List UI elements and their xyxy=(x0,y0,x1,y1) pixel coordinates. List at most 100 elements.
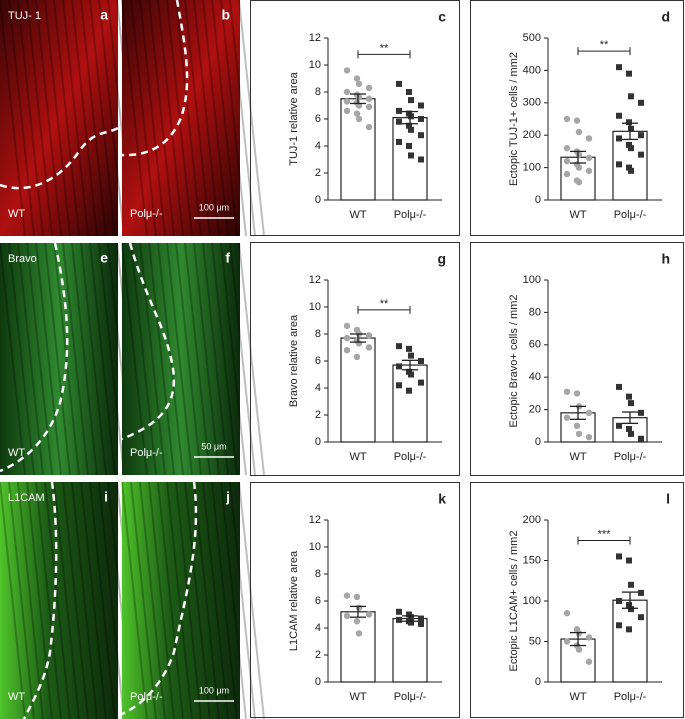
data-point xyxy=(396,616,402,623)
data-point xyxy=(365,611,373,618)
scale-bar-label: 50 μm xyxy=(201,441,226,451)
y-tick-label: 40 xyxy=(529,371,541,383)
data-point xyxy=(406,89,412,95)
micrograph xyxy=(0,243,118,475)
y-tick-label: 6 xyxy=(315,355,321,367)
texture xyxy=(35,242,62,476)
image-panel: b Polμ-/- 100 μm xyxy=(121,0,265,237)
y-axis-label: Ectopic Bravo+ cells / mm2 xyxy=(508,295,520,428)
y-axis-label: L1CAM relative area xyxy=(288,550,300,651)
panel-letter: f xyxy=(225,250,230,266)
texture xyxy=(44,0,71,237)
y-tick-label: 6 xyxy=(315,113,321,125)
texture xyxy=(193,242,220,476)
texture xyxy=(26,0,53,237)
texture xyxy=(220,242,247,476)
panel-letter: d xyxy=(661,9,670,25)
texture xyxy=(53,0,80,237)
texture xyxy=(121,0,148,237)
data-point xyxy=(418,358,424,364)
texture xyxy=(8,0,35,237)
data-point xyxy=(408,113,414,120)
significance-label: ** xyxy=(600,39,609,51)
x-tick-label: Polμ-/- xyxy=(614,451,647,463)
texture xyxy=(17,481,44,719)
texture xyxy=(184,0,211,237)
data-point xyxy=(355,115,363,123)
data-point xyxy=(628,145,634,152)
texture xyxy=(175,481,202,719)
texture xyxy=(80,481,107,719)
data-point xyxy=(638,409,644,416)
data-point xyxy=(418,615,424,622)
y-tick-label: 100 xyxy=(523,274,541,286)
data-point xyxy=(396,118,402,125)
data-point xyxy=(628,167,634,174)
data-point xyxy=(575,430,583,438)
texture xyxy=(53,242,80,476)
data-point xyxy=(365,123,373,131)
texture xyxy=(17,242,44,476)
data-point xyxy=(353,353,361,361)
data-point xyxy=(628,125,634,132)
data-point xyxy=(365,84,373,92)
x-tick-label: Polμ-/- xyxy=(394,451,427,463)
texture xyxy=(130,242,157,476)
data-point xyxy=(365,332,373,339)
data-point xyxy=(573,117,581,124)
texture xyxy=(71,0,98,237)
data-point xyxy=(575,151,583,158)
panel-letter: e xyxy=(100,250,108,266)
panel-frame xyxy=(470,0,684,236)
texture xyxy=(139,481,166,719)
data-point xyxy=(628,93,634,100)
y-tick-label: 8 xyxy=(315,86,321,98)
y-tick-label: 60 xyxy=(529,339,541,351)
data-point xyxy=(353,75,361,82)
boundary-line xyxy=(121,481,198,716)
y-tick-label: 80 xyxy=(529,306,541,318)
texture xyxy=(238,242,265,476)
stain-label: L1CAM xyxy=(8,492,45,504)
x-tick-label: WT xyxy=(569,451,586,463)
y-tick-label: 400 xyxy=(523,64,541,76)
texture xyxy=(148,0,175,237)
y-tick-label: 10 xyxy=(309,541,321,553)
texture xyxy=(202,0,229,237)
data-point xyxy=(563,388,571,395)
micrograph xyxy=(0,0,118,236)
significance-label: ** xyxy=(380,298,389,310)
data-point xyxy=(573,422,581,429)
data-point xyxy=(638,151,644,158)
data-point xyxy=(616,422,622,429)
texture xyxy=(139,242,166,476)
texture xyxy=(211,481,238,719)
data-point xyxy=(406,143,412,149)
data-point xyxy=(418,116,424,122)
y-tick-label: 2 xyxy=(315,649,321,661)
texture xyxy=(238,481,265,719)
data-point xyxy=(616,161,622,168)
texture xyxy=(166,481,193,719)
data-point xyxy=(396,363,402,370)
scale-bar-label: 100 μm xyxy=(199,202,229,212)
data-point xyxy=(343,98,351,105)
y-tick-label: 2 xyxy=(315,409,321,421)
y-tick-label: 4 xyxy=(315,140,321,152)
data-point xyxy=(573,390,581,397)
panel-letter: a xyxy=(100,7,108,23)
data-point xyxy=(365,344,373,351)
texture xyxy=(62,242,89,476)
data-point xyxy=(355,604,363,611)
image-panel: f Polμ-/- 50 μm xyxy=(121,242,265,476)
data-point xyxy=(343,322,351,330)
texture xyxy=(80,0,107,237)
y-tick-label: 200 xyxy=(523,514,541,526)
data-point xyxy=(408,614,414,621)
texture xyxy=(193,0,220,237)
y-tick-label: 4 xyxy=(315,622,321,634)
texture xyxy=(121,242,148,476)
data-point xyxy=(626,119,632,126)
data-point xyxy=(563,144,571,152)
data-point xyxy=(408,126,414,133)
